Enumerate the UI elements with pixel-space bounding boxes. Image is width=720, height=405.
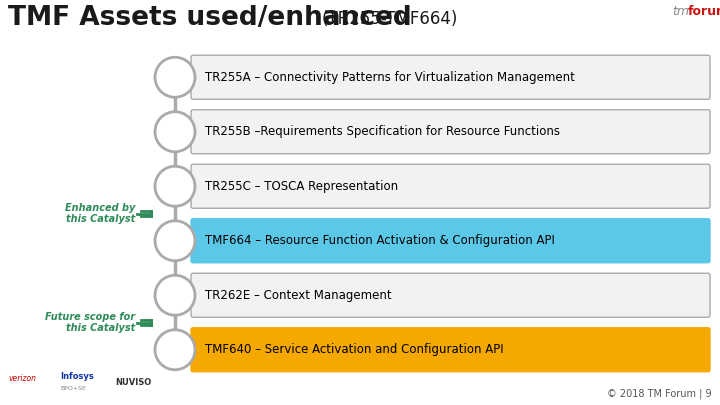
Text: (TR255-TMF664): (TR255-TMF664): [322, 10, 459, 28]
Text: TMF640 – Service Activation and Configuration API: TMF640 – Service Activation and Configur…: [205, 343, 503, 356]
FancyBboxPatch shape: [191, 55, 710, 99]
Text: verizon: verizon: [8, 374, 36, 383]
Circle shape: [155, 166, 195, 206]
FancyBboxPatch shape: [191, 219, 710, 263]
FancyBboxPatch shape: [191, 164, 710, 208]
Circle shape: [155, 112, 195, 152]
Text: TR255A – Connectivity Patterns for Virtualization Management: TR255A – Connectivity Patterns for Virtu…: [205, 71, 575, 84]
Text: TR255B –Requirements Specification for Resource Functions: TR255B –Requirements Specification for R…: [205, 125, 560, 138]
Text: Infosys: Infosys: [60, 372, 94, 381]
Text: TR262E – Context Management: TR262E – Context Management: [205, 289, 392, 302]
Text: © 2018 TM Forum | 9: © 2018 TM Forum | 9: [608, 388, 712, 399]
FancyBboxPatch shape: [191, 110, 710, 154]
Text: TMF664 – Resource Function Activation & Configuration API: TMF664 – Resource Function Activation & …: [205, 234, 555, 247]
Text: tm: tm: [672, 5, 689, 18]
Circle shape: [155, 275, 195, 315]
Circle shape: [155, 221, 195, 261]
Text: NUVISO: NUVISO: [115, 378, 151, 387]
FancyBboxPatch shape: [191, 328, 710, 372]
Text: Enhanced by
this Catalyst: Enhanced by this Catalyst: [65, 202, 135, 224]
Circle shape: [155, 57, 195, 97]
Text: forum: forum: [688, 5, 720, 18]
Text: Future scope for
this Catalyst: Future scope for this Catalyst: [45, 312, 135, 333]
Circle shape: [155, 330, 195, 370]
Text: TR255C – TOSCA Representation: TR255C – TOSCA Representation: [205, 180, 398, 193]
FancyBboxPatch shape: [191, 273, 710, 317]
Text: BPO+SE: BPO+SE: [60, 386, 86, 391]
Text: TMF Assets used/enhanced: TMF Assets used/enhanced: [8, 5, 421, 31]
